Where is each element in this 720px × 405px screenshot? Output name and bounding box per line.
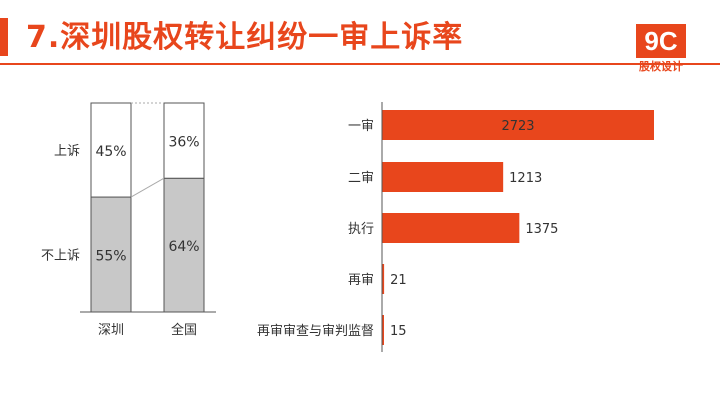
hbar-category-label: 二审 xyxy=(348,171,374,186)
hbar-bar xyxy=(382,315,384,345)
hbar-data-label: 1213 xyxy=(509,171,542,186)
brand-subtitle: 股权设计 xyxy=(639,60,683,73)
stacked-connector-line xyxy=(130,177,165,198)
hbar-category-label: 执行 xyxy=(348,222,374,237)
stacked-bar-segment-上诉 xyxy=(163,102,205,179)
hbar-bar xyxy=(382,162,504,192)
stacked-data-label: 36% xyxy=(168,135,199,151)
legend-label-不上诉: 不上诉 xyxy=(41,249,80,264)
hbar-bar xyxy=(382,264,385,294)
stacked-data-label: 64% xyxy=(168,239,199,255)
legend-label-上诉: 上诉 xyxy=(54,144,80,159)
stacked-category-label: 全国 xyxy=(171,322,197,338)
hbar-data-label: 1375 xyxy=(525,222,558,237)
stacked-category-label: 深圳 xyxy=(98,323,124,338)
hbar-bar xyxy=(382,110,654,140)
hbar-data-label: 15 xyxy=(390,324,407,339)
page-title: 7.深圳股权转让纠纷一审上诉率 xyxy=(26,20,464,55)
stacked-data-label: 55% xyxy=(95,249,126,265)
hbar-category-label: 再审 xyxy=(348,273,374,288)
title-accent-bar xyxy=(0,18,8,56)
hbar-bar xyxy=(382,213,520,243)
brand-logo: 9C xyxy=(636,24,686,58)
title-divider xyxy=(0,63,720,65)
hbar-category-label: 一审 xyxy=(348,119,374,134)
hbar-data-label: 2723 xyxy=(501,119,534,134)
stacked-bar-segment-不上诉 xyxy=(90,196,132,313)
stacked-data-label: 45% xyxy=(95,144,126,160)
hbar-category-label: 再审审查与审判监督 xyxy=(257,324,374,339)
stacked-bar-segment-上诉 xyxy=(90,102,132,198)
hbar-data-label: 21 xyxy=(390,273,407,288)
